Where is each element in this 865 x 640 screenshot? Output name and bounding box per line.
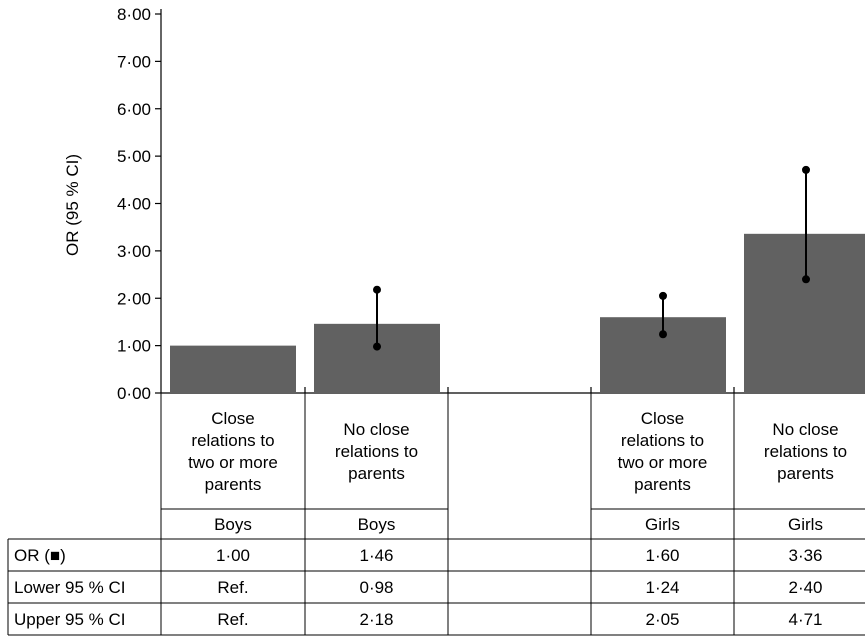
category-label-line: parents xyxy=(205,475,262,494)
group-label: Boys xyxy=(214,515,252,534)
y-tick-label: 4·00 xyxy=(117,195,151,214)
table-cell: 1·46 xyxy=(359,546,393,565)
bar xyxy=(744,233,865,393)
category-label-line: relations to xyxy=(191,431,274,450)
table-row-label: OR (■) xyxy=(14,546,66,565)
ci-lower-point xyxy=(659,330,667,339)
y-tick-label: 2·00 xyxy=(117,289,151,308)
table-cell: 2·18 xyxy=(359,610,393,629)
y-tick-label: 3·00 xyxy=(117,242,151,261)
category-label-line: two or more xyxy=(618,453,708,472)
y-tick-label: 1·00 xyxy=(117,337,151,356)
table-cell: 1·24 xyxy=(645,578,679,597)
category-label-line: relations to xyxy=(621,431,704,450)
group-label: Girls xyxy=(788,515,823,534)
y-tick-label: 7·00 xyxy=(117,52,151,71)
category-label-line: Close xyxy=(641,409,684,428)
table-cell: 3·36 xyxy=(788,546,822,565)
table-row-label: Upper 95 % CI xyxy=(14,610,126,629)
ci-upper-point xyxy=(802,165,810,174)
category-label-line: two or more xyxy=(188,453,278,472)
table-cell: 2·40 xyxy=(788,578,822,597)
table-cell: Ref. xyxy=(217,610,248,629)
table-cell: 2·05 xyxy=(645,610,679,629)
category-label-line: parents xyxy=(348,464,405,483)
category-label-line: No close xyxy=(343,420,409,439)
table-cell: Ref. xyxy=(217,578,248,597)
y-axis-label: OR (95 % CI) xyxy=(63,154,82,256)
table-cell: 1·60 xyxy=(645,546,679,565)
y-tick-label: 6·00 xyxy=(117,100,151,119)
ci-upper-point xyxy=(659,291,667,300)
category-label-line: No close xyxy=(772,420,838,439)
group-label: Boys xyxy=(358,515,396,534)
table-cell: 1·00 xyxy=(216,546,250,565)
category-label-line: parents xyxy=(777,464,834,483)
ci-upper-point xyxy=(373,285,381,294)
category-label-line: Close xyxy=(211,409,254,428)
table-cell: 0·98 xyxy=(359,578,393,597)
ci-lower-point xyxy=(802,275,810,284)
category-label-line: parents xyxy=(634,475,691,494)
category-label-line: relations to xyxy=(335,442,418,461)
table-row-label: Lower 95 % CI xyxy=(14,578,126,597)
bar xyxy=(170,345,296,393)
y-tick-label: 8·00 xyxy=(117,5,151,24)
ci-lower-point xyxy=(373,342,381,351)
y-tick-label: 0·00 xyxy=(117,384,151,403)
table-cell: 4·71 xyxy=(788,610,822,629)
category-label-line: relations to xyxy=(764,442,847,461)
y-tick-label: 5·00 xyxy=(117,147,151,166)
group-label: Girls xyxy=(645,515,680,534)
